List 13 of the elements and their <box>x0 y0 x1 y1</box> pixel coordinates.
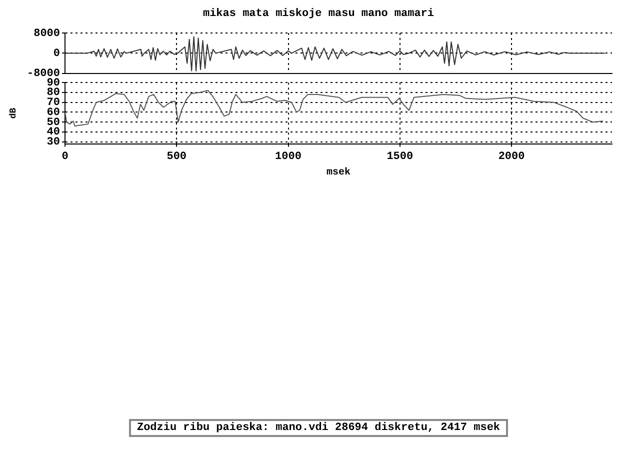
y-tick-label: 0 <box>53 48 60 60</box>
x-tick-label: 500 <box>166 151 187 164</box>
chart-title: mikas mata miskoje masu mano mamari <box>202 8 436 20</box>
x-axis-title: msek <box>326 166 351 179</box>
y-tick-label: 60 <box>46 106 60 119</box>
x-tick-label: 1500 <box>386 151 414 164</box>
x-tick-label: 0 <box>62 151 68 164</box>
y-tick-label: 8000 <box>34 28 60 40</box>
x-tick-label: 1000 <box>275 151 302 164</box>
text: Zodziu ribu paieska: mano.vdi 28694 diskretu, 2417 msek <box>128 419 508 437</box>
y-tick-label: 30 <box>46 136 60 149</box>
y-axis-title: dB <box>8 107 19 119</box>
x-tick-label: 2000 <box>498 151 525 164</box>
